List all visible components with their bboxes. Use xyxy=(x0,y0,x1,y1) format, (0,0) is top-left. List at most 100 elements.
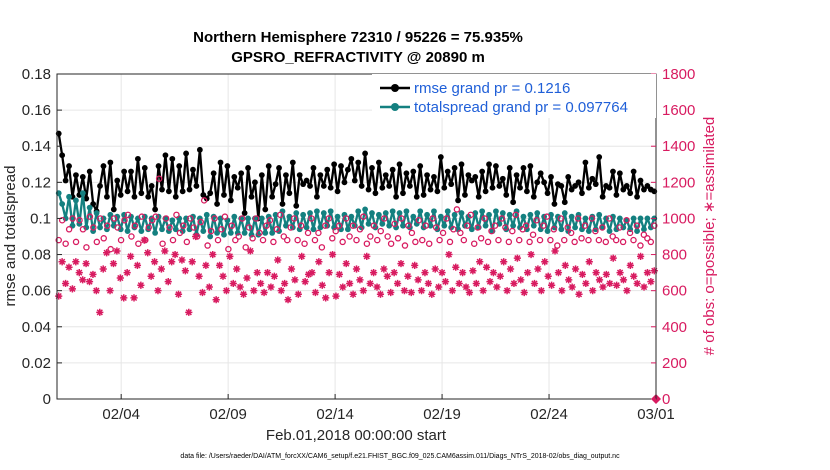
data-point xyxy=(272,211,279,218)
data-point xyxy=(107,159,114,166)
data-point xyxy=(609,233,616,240)
data-point xyxy=(379,220,386,227)
data-point xyxy=(366,279,374,288)
data-point xyxy=(393,193,399,200)
data-point xyxy=(530,222,537,229)
data-point xyxy=(317,172,324,179)
data-point xyxy=(90,201,97,207)
data-point xyxy=(214,229,220,236)
data-point xyxy=(327,208,334,215)
data-point xyxy=(157,265,165,273)
data-point xyxy=(62,177,69,184)
data-point xyxy=(232,236,239,244)
data-point xyxy=(344,226,351,233)
data-point xyxy=(166,224,173,231)
data-point xyxy=(389,208,396,215)
data-point xyxy=(281,279,289,288)
data-point xyxy=(510,279,518,288)
data-point xyxy=(647,278,655,286)
data-point xyxy=(269,193,276,200)
data-point xyxy=(152,213,159,220)
series-asterisk xyxy=(55,232,658,316)
data-point xyxy=(128,233,135,240)
data-point xyxy=(335,270,343,279)
data-point xyxy=(137,281,145,289)
data-point xyxy=(183,238,191,246)
data-point xyxy=(252,179,258,186)
data-point xyxy=(236,283,244,291)
data-point xyxy=(263,269,272,277)
data-point xyxy=(404,272,412,280)
data-point xyxy=(470,240,478,247)
data-point xyxy=(96,308,104,316)
legend-rmse-label: rmse grand pr = 0.1216 xyxy=(414,80,570,97)
data-point xyxy=(387,240,395,247)
data-point xyxy=(238,215,246,222)
data-point xyxy=(445,250,453,259)
data-point xyxy=(300,181,307,188)
data-point xyxy=(200,228,207,234)
data-point xyxy=(465,172,472,179)
data-point xyxy=(413,193,420,200)
data-point xyxy=(548,174,554,180)
data-point xyxy=(541,179,548,186)
data-point xyxy=(370,269,378,277)
data-point xyxy=(420,192,427,198)
data-point xyxy=(79,174,86,180)
data-point xyxy=(133,261,142,269)
data-point xyxy=(417,208,424,215)
data-point xyxy=(352,265,361,273)
data-point xyxy=(123,269,131,277)
data-point xyxy=(287,265,296,273)
data-point xyxy=(522,222,530,229)
data-point xyxy=(496,272,504,280)
data-point xyxy=(374,236,381,244)
data-point xyxy=(410,168,417,175)
data-point xyxy=(203,211,210,218)
data-point xyxy=(599,193,606,200)
data-point xyxy=(486,278,494,286)
data-point xyxy=(519,226,526,233)
data-point xyxy=(131,222,139,229)
data-point xyxy=(181,267,189,275)
data-point xyxy=(616,224,623,231)
data-point xyxy=(477,235,485,242)
data-point xyxy=(533,216,540,224)
data-point xyxy=(260,288,268,297)
data-point xyxy=(414,276,422,284)
data-point xyxy=(548,281,556,289)
data-point xyxy=(293,210,300,216)
data-point xyxy=(66,163,72,169)
data-point xyxy=(589,175,596,182)
y-axis-right-label: # of obs: o=possible; ∗=assimilated xyxy=(701,117,718,356)
data-point xyxy=(606,279,614,288)
data-point xyxy=(190,166,196,173)
data-point xyxy=(506,164,513,171)
grid-lines xyxy=(57,73,657,400)
data-point xyxy=(630,272,638,280)
data-point xyxy=(489,269,498,277)
data-point xyxy=(348,155,355,162)
data-point xyxy=(578,235,585,242)
data-point xyxy=(128,168,134,175)
data-point xyxy=(365,220,372,227)
data-point xyxy=(283,222,289,229)
data-point xyxy=(502,224,509,231)
data-point xyxy=(298,252,306,260)
data-point xyxy=(403,208,410,215)
data-point xyxy=(289,159,296,166)
data-point xyxy=(276,164,282,171)
data-point xyxy=(462,192,468,198)
data-point xyxy=(498,215,506,222)
data-point xyxy=(351,222,358,229)
data-point xyxy=(561,261,569,269)
data-point xyxy=(421,269,429,277)
y-right-tick-label: 1600 xyxy=(662,102,695,119)
data-point xyxy=(370,222,378,229)
data-point xyxy=(174,290,183,298)
data-point xyxy=(561,210,568,216)
data-point xyxy=(124,188,131,195)
data-point xyxy=(476,258,484,266)
data-point xyxy=(410,213,417,220)
data-point xyxy=(400,222,406,229)
